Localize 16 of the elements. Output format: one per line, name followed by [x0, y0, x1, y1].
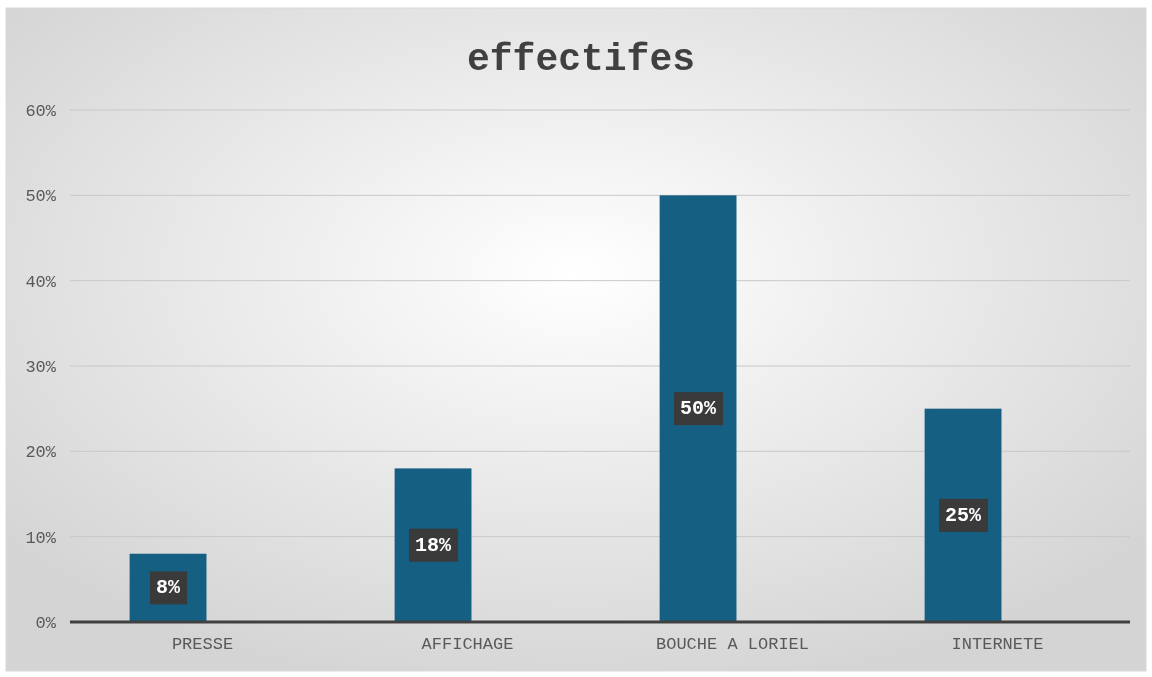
- data-label: 8%: [156, 576, 182, 600]
- y-tick-label: 40%: [25, 272, 57, 292]
- x-tick-label: AFFICHAGE: [421, 634, 514, 654]
- chart-title: effectifes: [466, 38, 696, 81]
- y-tick-label: 10%: [25, 528, 57, 548]
- y-tick-label: 50%: [25, 187, 57, 207]
- data-label: 18%: [415, 533, 453, 557]
- y-tick-label: 20%: [25, 443, 57, 463]
- y-tick-label: 0%: [35, 613, 57, 633]
- data-label: 50%: [680, 397, 718, 421]
- data-label: 25%: [945, 503, 983, 527]
- x-tick-label: PRESSE: [171, 634, 234, 654]
- y-tick-label: 60%: [25, 101, 57, 121]
- y-tick-label: 30%: [25, 357, 57, 377]
- x-tick-label: BOUCHE A LORIEL: [655, 634, 810, 654]
- x-tick-label: INTERNETE: [951, 634, 1044, 654]
